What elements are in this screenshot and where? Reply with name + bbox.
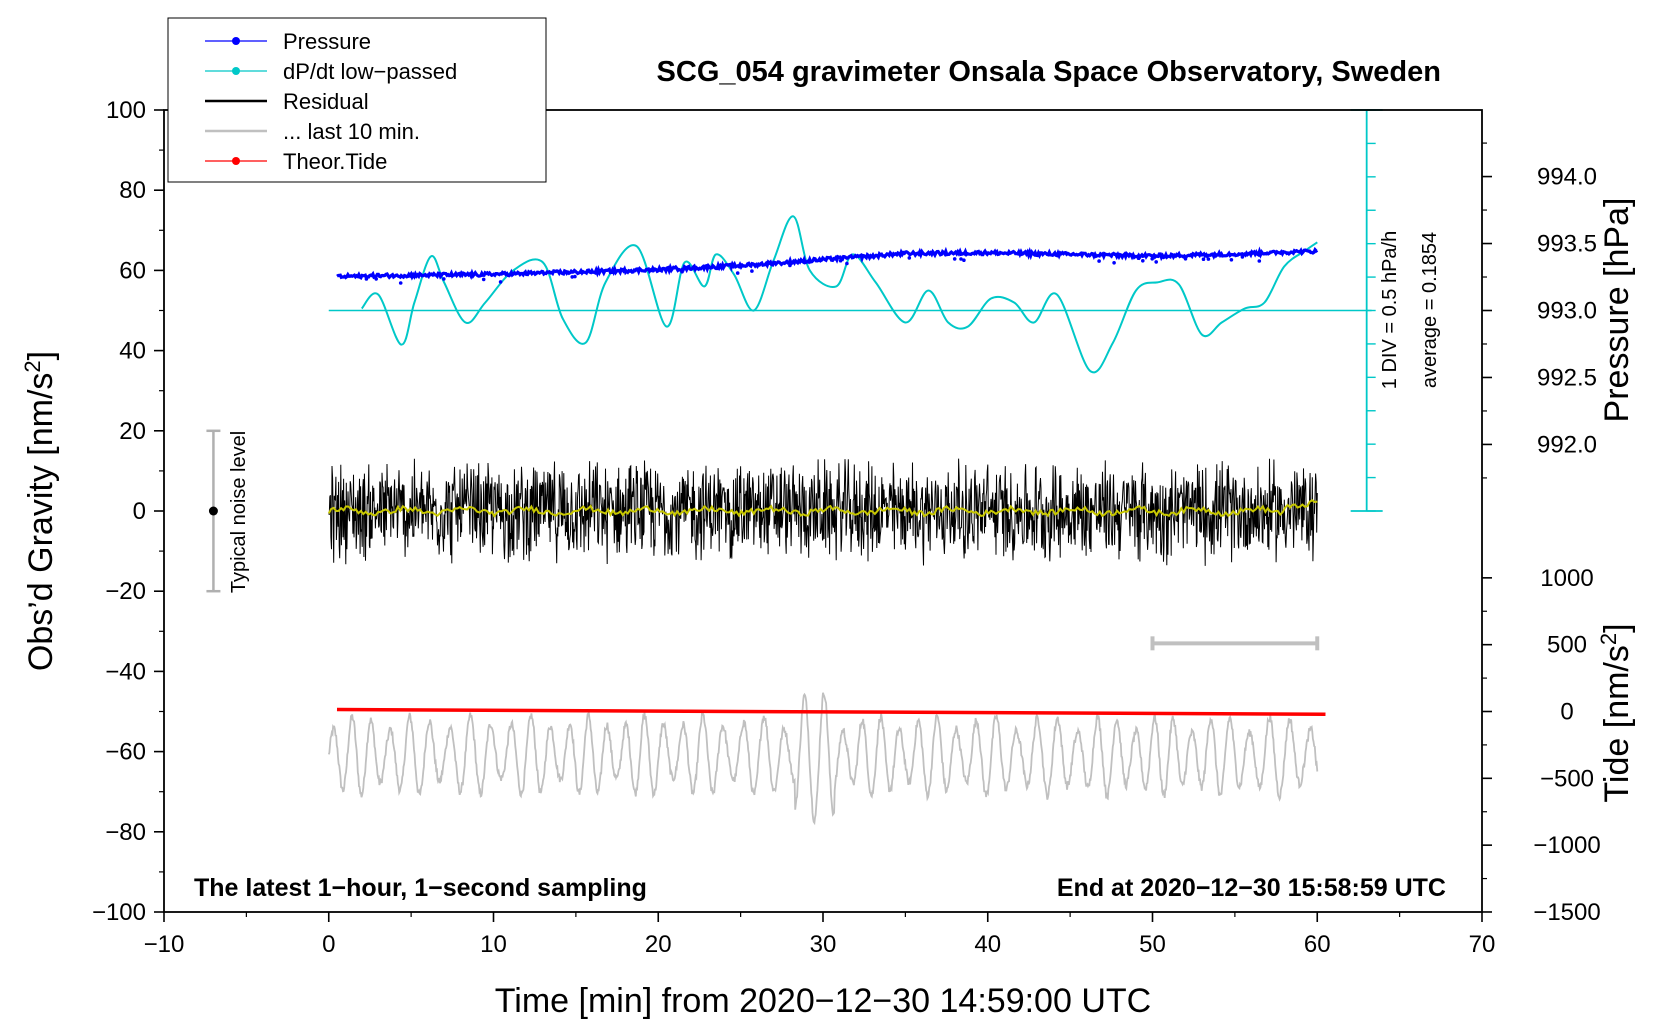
- x-tick-label: 10: [480, 931, 507, 958]
- dpdt-scale-label: 1 DIV = 0.5 hPa/h: [1379, 231, 1401, 389]
- y-tick-label: 100: [106, 97, 146, 124]
- x-tick-label: 20: [645, 931, 672, 958]
- pressure-point: [498, 280, 503, 284]
- legend-marker-1: [232, 67, 240, 75]
- y-tick-label: 40: [119, 338, 146, 365]
- pressure-point: [1240, 255, 1245, 259]
- y-axis-label-left: Obs’d Gravity [nm/s2]: [20, 351, 60, 671]
- pressure-point: [1141, 259, 1145, 263]
- pressure-tick-label: 993.0: [1537, 298, 1597, 325]
- legend-marker-0: [232, 37, 240, 45]
- pressure-point: [442, 277, 446, 281]
- pressure-tick-label: 992.5: [1537, 364, 1597, 391]
- tide-tick-label: −500: [1540, 765, 1594, 792]
- pressure-point: [1229, 258, 1234, 262]
- pressure-point: [1201, 257, 1206, 262]
- footer-right: End at 2020−12−30 15:58:59 UTC: [1057, 874, 1446, 902]
- pressure-point: [952, 257, 957, 261]
- y-axis-label-tide: Tide [nm/s2]: [1596, 623, 1636, 802]
- noise-level-label: Typical noise level: [228, 431, 250, 593]
- y-tick-label: 20: [119, 418, 146, 445]
- dpdt-trace: [360, 215, 1318, 374]
- tide-tick-label: 1000: [1540, 565, 1593, 592]
- y-tick-label: −40: [105, 658, 146, 685]
- tide-tick-label: −1500: [1533, 899, 1600, 926]
- y-tick-label: 0: [133, 498, 146, 525]
- plot-content: [206, 109, 1383, 826]
- y-axis-label-left-end: ]: [22, 351, 60, 360]
- tide-trace: [336, 707, 1326, 717]
- tide-tick-label: 500: [1547, 632, 1587, 659]
- residual-smoothed-trace: [327, 499, 1318, 518]
- pressure-point: [481, 277, 486, 282]
- pressure-point: [959, 257, 963, 261]
- axis-ticks: −10 0 10 20 30 40 50 60 70100806040200−20−40−60−…: [92, 97, 1601, 958]
- pressure-tick-label: 992.0: [1537, 431, 1597, 458]
- chart-title: SCG_054 gravimeter Onsala Space Observat…: [657, 56, 1441, 88]
- x-tick-label: 30: [810, 931, 837, 958]
- x-tick-label: 50: [1139, 931, 1166, 958]
- pressure-point: [398, 281, 403, 285]
- noise-bar-center: [208, 506, 218, 516]
- x-tick-label: 60: [1304, 931, 1331, 958]
- tide-tick-label: 0: [1560, 699, 1573, 726]
- legend-label-3: ... last 10 min.: [283, 119, 420, 144]
- legend-label-4: Theor.Tide: [283, 149, 387, 174]
- legend-label-1: dP/dt low−passed: [283, 59, 457, 84]
- y-tick-label: −60: [105, 739, 146, 766]
- y-tick-label: −20: [105, 578, 146, 605]
- pressure-trace: [336, 246, 1319, 281]
- y-tick-label: 60: [119, 257, 146, 284]
- tide-tick-label: −1000: [1533, 832, 1600, 859]
- pressure-point: [735, 271, 740, 275]
- y-axis-label-left-sup: 2: [20, 360, 45, 372]
- x-axis-label: Time [min] from 2020−12−30 14:59:00 UTC: [495, 982, 1151, 1020]
- residual-trace: [328, 458, 1318, 566]
- y-tick-label: −100: [92, 899, 146, 926]
- legend: Pressure dP/dt low−passed Residual ... last…: [167, 17, 547, 183]
- pressure-point: [1154, 260, 1158, 264]
- y-axis-label-left-base: Obs’d Gravity [nm/s: [22, 373, 60, 672]
- dpdt-average-label: average = 0.1854: [1419, 232, 1441, 388]
- pressure-point: [570, 275, 574, 279]
- pressure-point: [962, 258, 966, 263]
- pressure-point: [680, 269, 684, 274]
- x-tick-label: 40: [974, 931, 1001, 958]
- y-tick-label: 80: [119, 177, 146, 204]
- pressure-point: [1097, 259, 1101, 263]
- pressure-tick-label: 993.5: [1537, 231, 1597, 258]
- x-tick-label: 70: [1469, 931, 1496, 958]
- y-axis-label-tide-sup: 2: [1596, 633, 1621, 645]
- x-tick-label: 0: [322, 931, 335, 958]
- pressure-point: [788, 263, 792, 268]
- pressure-point: [1206, 257, 1211, 261]
- legend-items: Pressure dP/dt low−passed Residual ... last…: [205, 29, 457, 174]
- last10-trace: [327, 692, 1319, 826]
- pressure-point: [573, 274, 577, 279]
- y-tick-label: −80: [105, 819, 146, 846]
- pressure-point: [845, 261, 849, 266]
- footer-left: The latest 1−hour, 1−second sampling: [194, 874, 647, 902]
- pressure-point: [907, 256, 912, 260]
- pressure-point: [364, 277, 369, 281]
- legend-marker-4: [232, 157, 240, 165]
- y-axis-label-tide-base: Tide [nm/s: [1598, 645, 1636, 802]
- pressure-point: [374, 277, 379, 281]
- legend-label-2: Residual: [283, 89, 369, 114]
- pressure-point: [750, 269, 754, 273]
- pressure-point: [1112, 261, 1116, 265]
- y-axis-label-pressure: Pressure [hPa]: [1598, 198, 1636, 423]
- pressure-point: [1150, 257, 1154, 261]
- pressure-point: [1183, 257, 1188, 261]
- legend-label-0: Pressure: [283, 29, 371, 54]
- pressure-point: [1257, 259, 1262, 263]
- pressure-point: [838, 258, 843, 263]
- pressure-point: [1136, 256, 1141, 261]
- pressure-tick-label: 994.0: [1537, 164, 1597, 191]
- y-axis-label-tide-end: ]: [1598, 623, 1636, 632]
- x-tick-label: −10: [144, 931, 185, 958]
